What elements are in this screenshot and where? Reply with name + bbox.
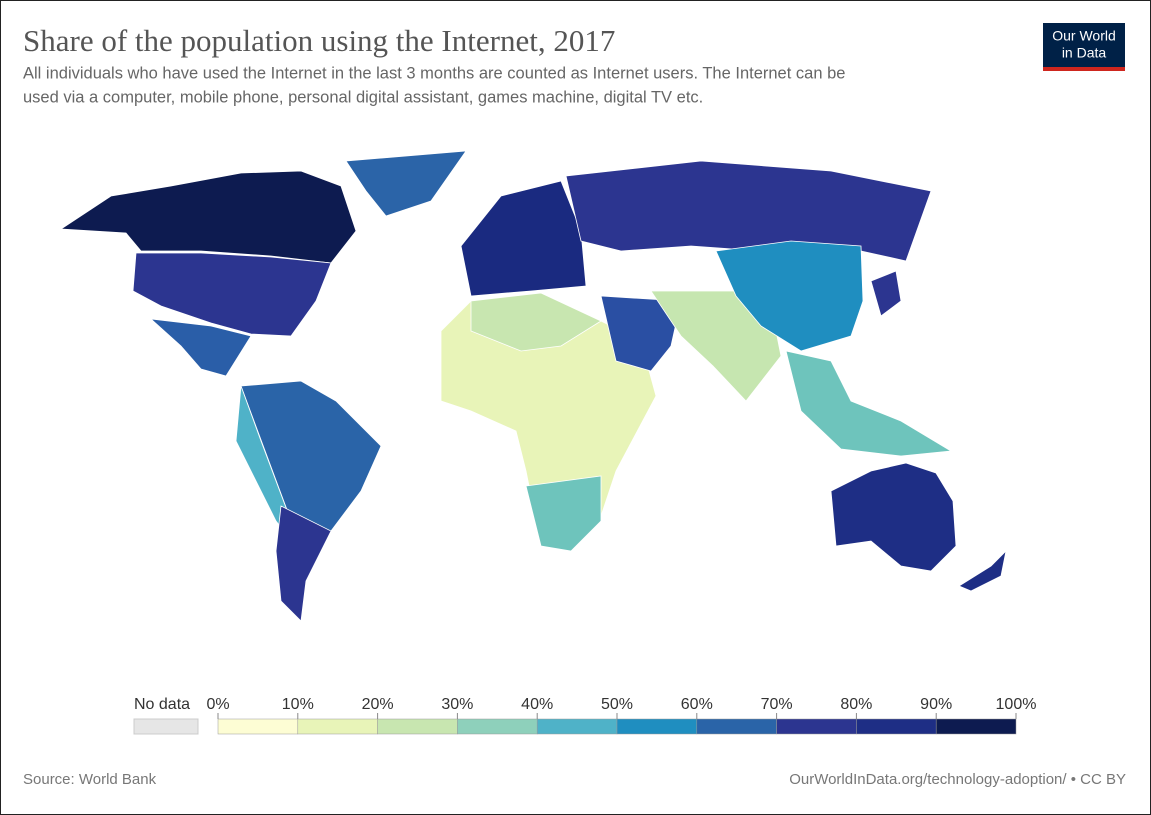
legend-tick-label: 90% xyxy=(920,696,952,713)
legend-swatch xyxy=(856,718,937,735)
world-map xyxy=(59,150,1007,622)
legend-tick-label: 30% xyxy=(441,696,473,713)
legend-swatch xyxy=(297,718,378,735)
legend-swatch xyxy=(776,718,857,735)
region xyxy=(460,180,587,297)
region xyxy=(785,350,953,457)
legend-tick-label: 50% xyxy=(601,696,633,713)
logo-bar xyxy=(1043,67,1125,71)
legend-tick-label: 20% xyxy=(362,696,394,713)
logo[interactable]: Our World in Data xyxy=(1043,23,1125,71)
legend: No data 0% 10% 20% 30% 40% 50% 60% 70% 80% 90% 100… xyxy=(133,696,1037,735)
legend-tick-label: 40% xyxy=(521,696,553,713)
region xyxy=(470,292,602,352)
region xyxy=(715,240,864,352)
region xyxy=(345,150,467,217)
region xyxy=(149,318,252,377)
region xyxy=(132,252,332,337)
legend-tick-label: 100% xyxy=(996,696,1037,713)
legend-swatch xyxy=(935,718,1017,735)
source: Source: World Bank xyxy=(23,771,157,788)
region xyxy=(275,505,332,622)
legend-swatch xyxy=(536,718,618,735)
region xyxy=(525,475,602,552)
legend-no-data-swatch xyxy=(133,718,199,735)
legend-tick-label: 0% xyxy=(206,696,229,713)
logo-box xyxy=(1043,23,1125,71)
legend-swatch xyxy=(457,718,538,735)
legend-tick-label: 70% xyxy=(761,696,793,713)
region xyxy=(830,462,957,572)
legend-no-data-label: No data xyxy=(134,696,190,713)
region xyxy=(958,549,1007,592)
title: Share of the population using the Intern… xyxy=(23,23,615,58)
region xyxy=(59,170,357,264)
region xyxy=(565,160,932,262)
legend-tick-label: 10% xyxy=(282,696,314,713)
license: OurWorldInData.org/technology-adoption/ … xyxy=(789,771,1126,788)
logo-text: Our World xyxy=(1052,28,1116,44)
subtitle-line: All individuals who have used the Intern… xyxy=(23,64,845,82)
legend-swatch xyxy=(377,718,458,735)
legend-tick-label: 80% xyxy=(840,696,872,713)
subtitle-line: used via a computer, mobile phone, perso… xyxy=(23,88,703,106)
region xyxy=(870,270,902,317)
legend-swatch xyxy=(217,718,299,735)
logo-text: in Data xyxy=(1062,45,1107,61)
legend-tick-label: 60% xyxy=(681,696,713,713)
legend-swatch xyxy=(696,718,777,735)
legend-swatch xyxy=(616,718,698,735)
